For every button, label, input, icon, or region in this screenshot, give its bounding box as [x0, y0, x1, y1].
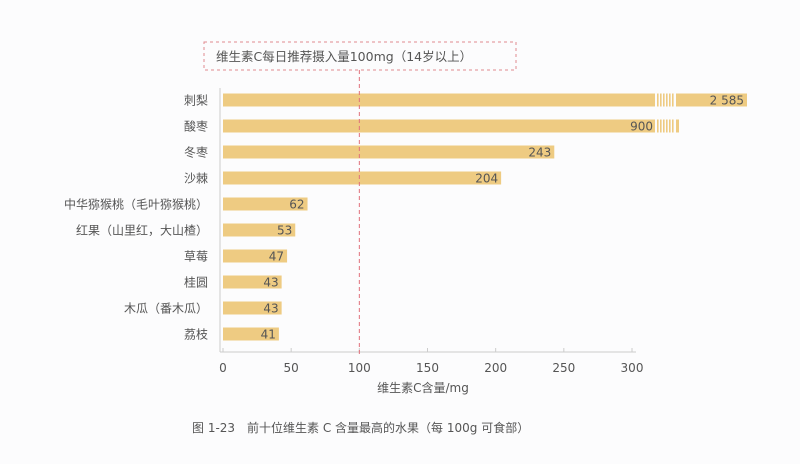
bar-value-label: 47 [269, 250, 284, 264]
bar [223, 197, 308, 211]
category-label: 冬枣 [184, 145, 208, 160]
bar-value-label: 243 [528, 146, 551, 160]
bar [223, 171, 502, 185]
reference-label-box: 维生素C每日推荐摄入量100mg（14岁以上） [203, 41, 517, 71]
bar-value-label: 204 [475, 172, 498, 186]
category-label: 草莓 [184, 250, 208, 264]
bar-break-mark [669, 93, 671, 107]
bar-value-label: 62 [289, 198, 304, 212]
bar-break-mark [672, 93, 674, 107]
bar [676, 119, 679, 133]
x-tick-label: 100 [348, 361, 371, 375]
bar [223, 301, 282, 315]
bar [223, 275, 282, 289]
bar [223, 249, 288, 263]
bar [223, 223, 296, 237]
bar [223, 327, 279, 341]
x-tick-label: 200 [484, 361, 507, 375]
bar-break-mark [663, 93, 665, 107]
bar-value-label: 43 [263, 302, 278, 316]
bar-break-mark [657, 93, 659, 107]
bar-break-mark [672, 119, 674, 133]
figure-caption: 图 1-23 前十位维生素 C 含量最高的水果（每 100g 可食部） [192, 420, 529, 435]
bar-break-mark [660, 93, 662, 107]
x-axis-label: 维生素C含量/mg [377, 380, 469, 395]
category-label: 中华猕猴桃（毛叶猕猴桃） [64, 197, 208, 212]
category-label: 红果（山里红，大山楂） [76, 223, 208, 238]
bar-break-mark [666, 119, 668, 133]
x-tick-label: 150 [416, 361, 439, 375]
bar-break-mark [657, 119, 659, 133]
bar [676, 93, 747, 107]
bar-break-mark [666, 93, 668, 107]
bar [223, 145, 555, 159]
category-label: 酸枣 [184, 119, 208, 134]
bar-value-label: 53 [277, 224, 292, 238]
bar [223, 119, 655, 133]
bar-value-label: 43 [263, 276, 278, 290]
x-tick-label: 0 [219, 361, 227, 375]
category-label: 刺梨 [184, 94, 208, 108]
bar-break-mark [660, 119, 662, 133]
x-tick-label: 50 [284, 361, 299, 375]
category-label: 木瓜（番木瓜） [124, 302, 208, 316]
bar-break-mark [669, 119, 671, 133]
reference-label: 维生素C每日推荐摄入量100mg（14岁以上） [216, 49, 472, 64]
x-tick-label: 300 [621, 361, 644, 375]
bar [223, 93, 655, 107]
x-tick-label: 250 [552, 361, 575, 375]
bar-value-label: 900 [630, 120, 653, 134]
bar-break-mark [663, 119, 665, 133]
bar-value-label: 2 585 [710, 94, 744, 108]
category-label: 桂圆 [184, 275, 208, 290]
bar-value-label: 41 [261, 328, 276, 342]
category-label: 沙棘 [184, 172, 208, 186]
category-label: 荔枝 [184, 327, 208, 342]
